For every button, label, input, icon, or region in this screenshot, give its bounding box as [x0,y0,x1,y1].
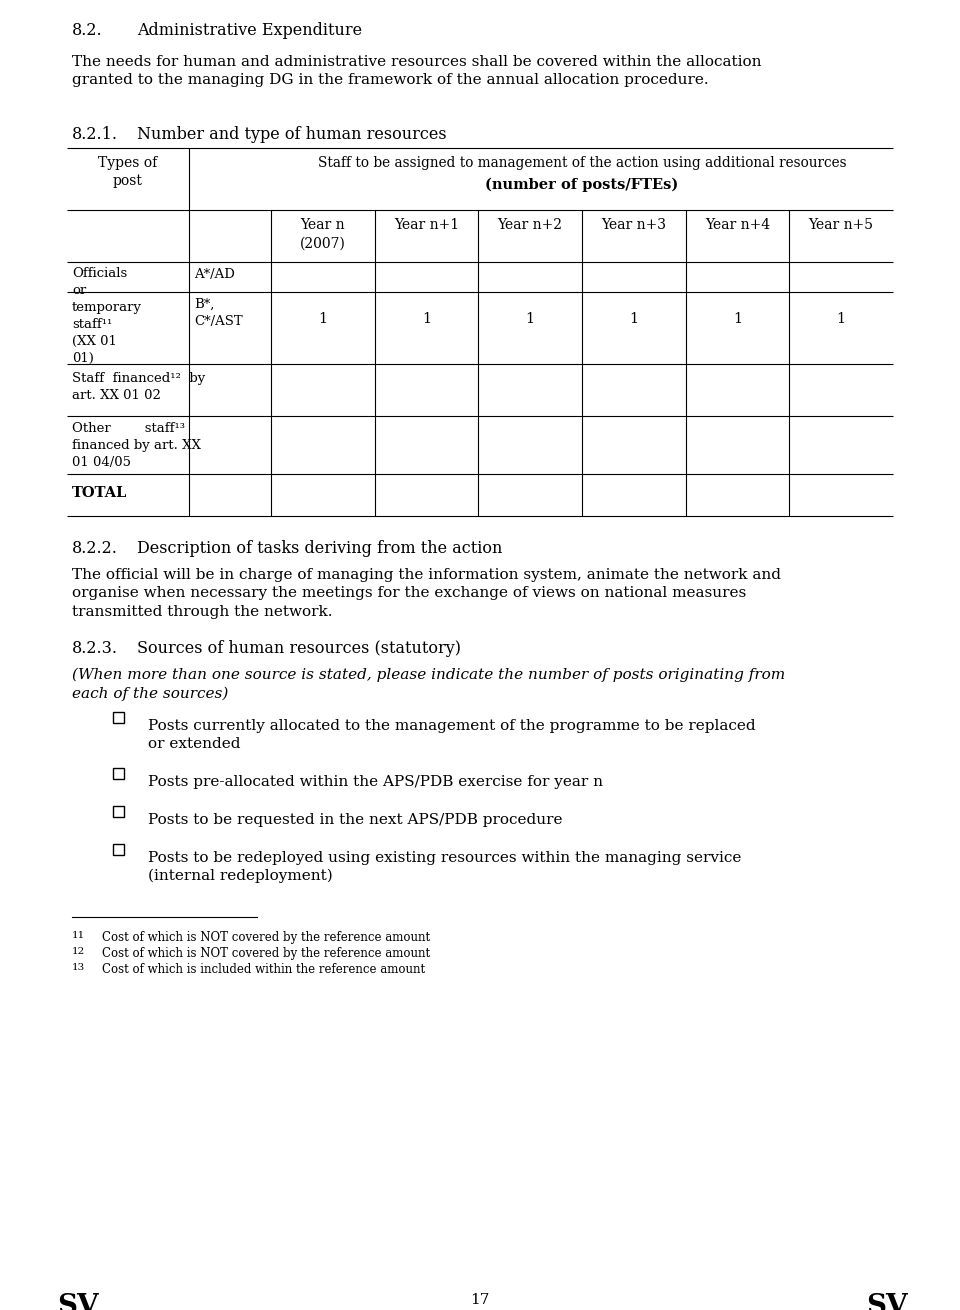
Text: 12: 12 [72,947,85,956]
Text: Staff to be assigned to management of the action using additional resources: Staff to be assigned to management of th… [318,156,847,170]
Text: The official will be in charge of managing the information system, animate the n: The official will be in charge of managi… [72,569,781,618]
Text: Other        staff¹³
financed by art. XX
01 04/05: Other staff¹³ financed by art. XX 01 04/… [72,422,201,469]
Text: each of the sources): each of the sources) [72,686,228,701]
Text: Number and type of human resources: Number and type of human resources [137,126,446,143]
Text: The needs for human and administrative resources shall be covered within the all: The needs for human and administrative r… [72,55,761,88]
Text: Year n
(2007): Year n (2007) [300,217,346,250]
Text: (internal redeployment): (internal redeployment) [148,869,333,883]
Text: Administrative Expenditure: Administrative Expenditure [137,22,362,39]
Text: 8.2.1.: 8.2.1. [72,126,118,143]
Text: TOTAL: TOTAL [72,486,128,500]
Bar [112,768,124,778]
Text: Cost of which is NOT covered by the reference amount: Cost of which is NOT covered by the refe… [102,931,430,945]
Bar [112,711,124,723]
Text: 1: 1 [836,312,846,326]
Text: 8.2.2.: 8.2.2. [72,540,118,557]
Text: 1: 1 [526,312,535,326]
Text: Posts to be redeployed using existing resources within the managing service: Posts to be redeployed using existing re… [148,852,741,865]
Text: 8.2.3.: 8.2.3. [72,641,118,658]
Text: Sources of human resources (statutory): Sources of human resources (statutory) [137,641,461,658]
Text: Posts pre-allocated within the APS/PDB exercise for year n: Posts pre-allocated within the APS/PDB e… [148,776,603,789]
Text: or extended: or extended [148,738,241,751]
Text: A*/AD: A*/AD [194,269,235,282]
Text: SV: SV [866,1293,908,1310]
Text: 1: 1 [629,312,638,326]
Text: 13: 13 [72,963,85,972]
Text: Staff  financed¹²  by
art. XX 01 02: Staff financed¹² by art. XX 01 02 [72,372,205,402]
Text: 17: 17 [470,1293,490,1307]
Text: Description of tasks deriving from the action: Description of tasks deriving from the a… [137,540,502,557]
Text: Posts to be requested in the next APS/PDB procedure: Posts to be requested in the next APS/PD… [148,814,563,827]
Text: 11: 11 [72,931,85,941]
Text: SV: SV [57,1293,99,1310]
Text: B*,
C*/AST: B*, C*/AST [194,297,243,328]
Text: Types of
post: Types of post [98,156,157,189]
Text: Cost of which is NOT covered by the reference amount: Cost of which is NOT covered by the refe… [102,947,430,960]
Text: Officials
or
temporary
staff¹¹
(XX 01
01): Officials or temporary staff¹¹ (XX 01 01… [72,267,142,365]
Text: Year n+2: Year n+2 [497,217,563,232]
Text: 1: 1 [319,312,327,326]
Bar [112,844,124,854]
Text: 8.2.: 8.2. [72,22,103,39]
Text: Cost of which is included within the reference amount: Cost of which is included within the ref… [102,963,425,976]
Text: Year n+3: Year n+3 [601,217,666,232]
Text: Year n+1: Year n+1 [394,217,459,232]
Text: Year n+4: Year n+4 [705,217,770,232]
Bar [112,806,124,816]
Text: Year n+5: Year n+5 [808,217,874,232]
Text: 1: 1 [732,312,742,326]
Text: Posts currently allocated to the management of the programme to be replaced: Posts currently allocated to the managem… [148,719,756,734]
Text: (When more than one source is stated, please indicate the number of posts origin: (When more than one source is stated, pl… [72,668,785,683]
Text: 1: 1 [422,312,431,326]
Text: (number of posts/FTEs): (number of posts/FTEs) [486,178,679,193]
